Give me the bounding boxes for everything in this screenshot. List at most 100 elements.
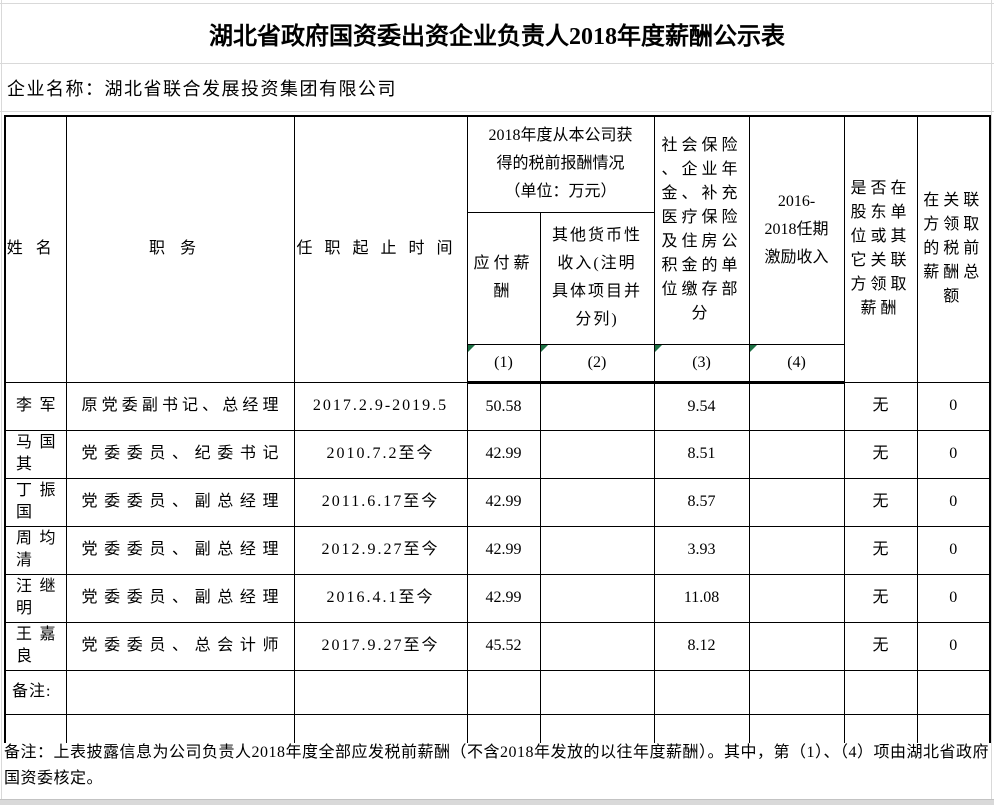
other-income-cell [539,573,655,623]
term-cell: 2017.9.27至今 [293,621,468,671]
payable-cell: 42.99 [466,525,541,575]
name-cell: 丁振国 [4,477,67,527]
payable-cell: 45.52 [466,621,541,671]
cell-corner-marker-icon [655,345,662,352]
gridline-left [1,0,2,805]
term-cell: 2011.6.17至今 [293,477,468,527]
related-total-cell: 0 [916,525,991,575]
social-cell: 11.08 [653,573,750,623]
col-number-2-cell: (2) [539,343,655,384]
related-total-cell: 0 [916,429,991,479]
incentive-cell [748,381,845,431]
term-cell: 2010.7.2至今 [293,429,468,479]
footnote: 备注：上表披露信息为公司负责人2018年度全部应发税前薪酬（不含2018年发放的… [4,744,990,787]
position-cell: 原党委副书记、总经理 [65,381,295,431]
other-income-cell [539,621,655,671]
social-cell: 8.12 [653,621,750,671]
empty-cell [65,669,295,715]
social-cell: 3.93 [653,525,750,575]
related-flag-cell: 无 [843,621,918,671]
company-name-line: 企业名称：湖北省联合发展投资集团有限公司 [7,78,397,99]
payable-cell: 42.99 [466,429,541,479]
header-term-incentive: 2016- 2018任期 激励收入 [748,115,845,345]
empty-cell [539,713,655,743]
related-flag-cell: 无 [843,381,918,431]
bottom-edge-bar [0,799,994,805]
empty-cell [653,669,750,715]
related-flag-cell: 无 [843,429,918,479]
other-income-cell [539,525,655,575]
incentive-cell [748,525,845,575]
empty-cell [916,713,991,743]
related-flag-cell: 无 [843,525,918,575]
table-row: 周均清 党委委员、副总经理 2012.9.27至今 42.99 3.93 无 0 [4,525,991,575]
remark-label-cell: 备注: [4,669,67,715]
incentive-cell [748,573,845,623]
incentive-cell [748,621,845,671]
col-number-3: (3) [692,353,711,371]
header-other-income: 其他货币性 收入(注明 具体项目并 分列) [539,211,655,345]
gridline-right [991,0,992,805]
name-cell: 李军 [4,381,67,431]
header-social-security: 社会保险 、企业年 金、补充 医疗保险 及住房公 积金的单 位缴存部 分 [653,115,750,345]
empty-cell [843,713,918,743]
incentive-cell [748,429,845,479]
header-pretax-group: 2018年度从本公司获 得的税前报酬情况 （单位：万元） [466,115,655,213]
empty-cell [843,669,918,715]
empty-cell [4,713,67,743]
name-cell: 王嘉良 [4,621,67,671]
other-income-cell [539,429,655,479]
salary-disclosure-table: 姓名 职务 任职起止时间 2018年度从本公司获 得的税前报酬情况 （单位：万元… [4,115,992,743]
cell-corner-marker-icon [750,345,757,352]
clipped-row [4,713,991,743]
table-row: 王嘉良 党委委员、总会计师 2017.9.27至今 45.52 8.12 无 0 [4,621,991,671]
empty-cell [293,713,468,743]
payable-cell: 50.58 [466,381,541,431]
social-cell: 9.54 [653,381,750,431]
table-row: 丁振国 党委委员、副总经理 2011.6.17至今 42.99 8.57 无 0 [4,477,991,527]
term-cell: 2012.9.27至今 [293,525,468,575]
empty-cell [466,669,541,715]
cell-corner-marker-icon [468,345,475,352]
empty-cell [653,713,750,743]
empty-cell [65,713,295,743]
term-cell: 2017.2.9-2019.5 [293,381,468,431]
position-cell: 党委委员、副总经理 [65,525,295,575]
gridline-top [0,3,994,4]
col-number-4: (4) [787,353,806,371]
social-cell: 8.51 [653,429,750,479]
empty-cell [466,713,541,743]
payable-cell: 42.99 [466,477,541,527]
gridline-below-title [0,63,994,64]
incentive-cell [748,477,845,527]
col-number-2: (2) [587,353,607,371]
col-number-3-cell: (3) [653,343,750,384]
position-cell: 党委委员、纪委书记 [65,429,295,479]
header-related-party-flag: 是否在 股东单 位或其 它关联 方领取 薪酬 [843,115,918,383]
cell-corner-marker-icon [541,345,548,352]
col-number-4-cell: (4) [748,343,845,384]
header-related-party-total: 在关联 方领取 的税前 薪酬总 额 [916,115,991,383]
empty-cell [916,669,991,715]
page-title: 湖北省政府国资委出资企业负责人2018年度薪酬公示表 [209,24,785,50]
col-number-1: (1) [494,353,513,371]
name-cell: 汪继明 [4,573,67,623]
related-flag-cell: 无 [843,477,918,527]
name-cell: 马国其 [4,429,67,479]
table-row: 马国其 党委委员、纪委书记 2010.7.2至今 42.99 8.51 无 0 [4,429,991,479]
position-cell: 党委委员、副总经理 [65,477,295,527]
payable-cell: 42.99 [466,573,541,623]
related-total-cell: 0 [916,477,991,527]
social-cell: 8.57 [653,477,750,527]
other-income-cell [539,381,655,431]
header-term: 任职起止时间 [293,115,468,383]
term-cell: 2016.4.1至今 [293,573,468,623]
table-row: 汪继明 党委委员、副总经理 2016.4.1至今 42.99 11.08 无 0 [4,573,991,623]
header-name: 姓名 [4,115,67,383]
related-total-cell: 0 [916,573,991,623]
gridline-below-company [0,111,994,112]
other-income-cell [539,477,655,527]
related-total-cell: 0 [916,621,991,671]
header-payable-salary: 应付薪 酬 [466,211,541,345]
table-row: 李军 原党委副书记、总经理 2017.2.9-2019.5 50.58 9.54… [4,381,991,431]
